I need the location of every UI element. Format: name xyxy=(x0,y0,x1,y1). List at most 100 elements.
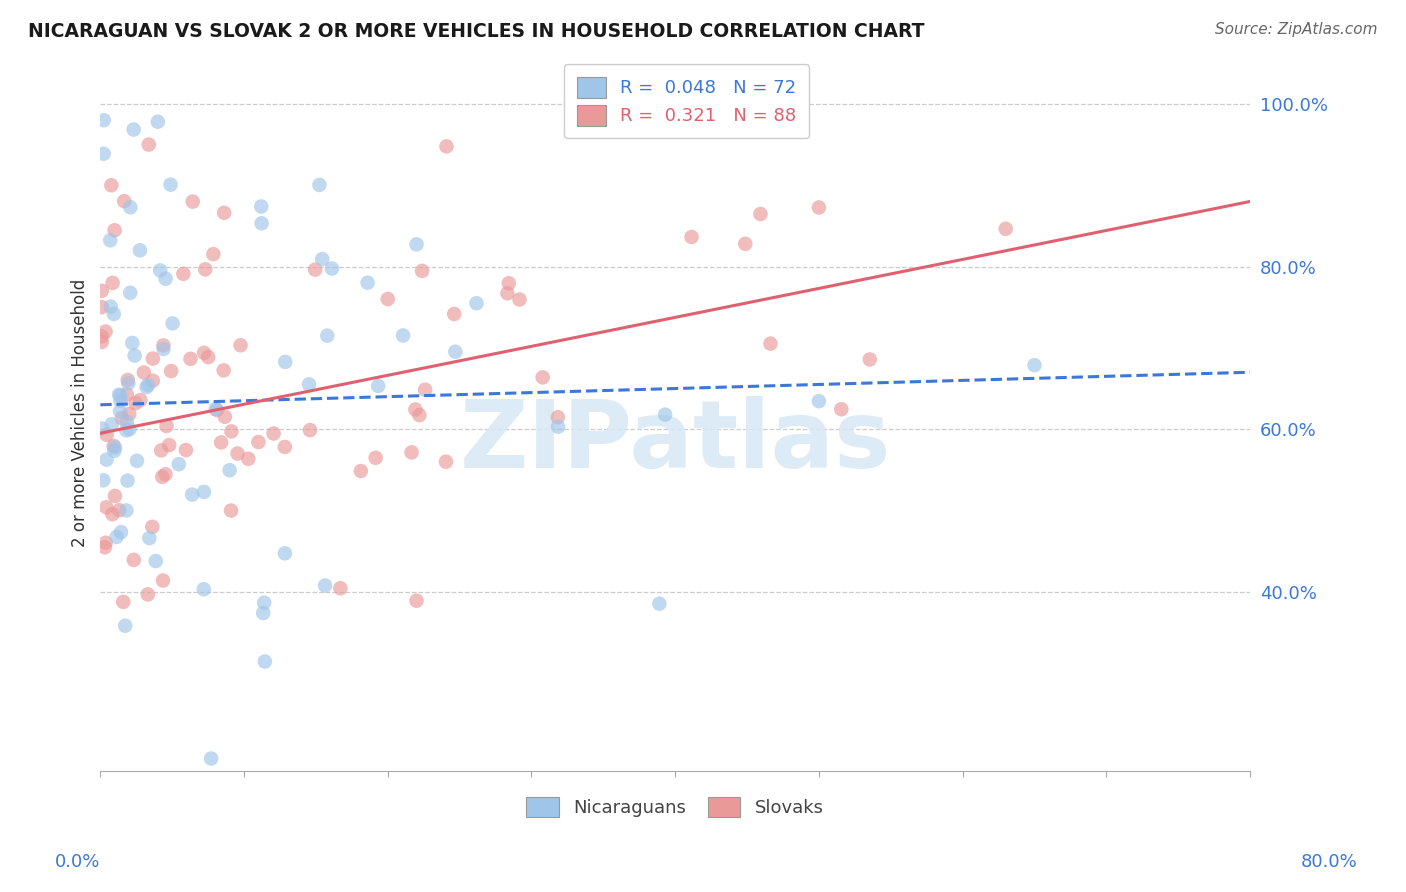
Point xyxy=(145,554,167,568)
Point xyxy=(807,201,830,215)
Point xyxy=(141,520,163,534)
Point xyxy=(250,216,273,230)
Point xyxy=(150,443,173,458)
Point xyxy=(152,574,174,588)
Point xyxy=(93,113,115,128)
Point xyxy=(142,351,165,366)
Point xyxy=(146,114,169,128)
Point xyxy=(124,349,146,363)
Point xyxy=(100,178,122,193)
Point xyxy=(263,426,285,441)
Point xyxy=(238,451,260,466)
Point xyxy=(350,464,373,478)
Point xyxy=(114,618,136,632)
Point xyxy=(994,221,1017,235)
Point xyxy=(509,293,531,307)
Point xyxy=(96,452,118,467)
Point xyxy=(405,237,427,252)
Point xyxy=(172,267,194,281)
Point xyxy=(547,419,569,434)
Point xyxy=(155,271,177,285)
Point xyxy=(149,263,172,277)
Text: Source: ZipAtlas.com: Source: ZipAtlas.com xyxy=(1215,22,1378,37)
Point xyxy=(681,230,703,244)
Point xyxy=(444,344,467,359)
Point xyxy=(1024,358,1046,372)
Point xyxy=(405,593,427,607)
Point xyxy=(138,137,160,152)
Point xyxy=(115,503,138,517)
Point xyxy=(120,200,142,214)
Point xyxy=(122,553,145,567)
Text: 80.0%: 80.0% xyxy=(1301,853,1357,871)
Point xyxy=(193,582,215,597)
Point xyxy=(98,233,121,247)
Point xyxy=(214,409,236,424)
Point xyxy=(329,581,352,595)
Point xyxy=(94,541,117,555)
Point xyxy=(124,396,146,410)
Point xyxy=(90,329,112,343)
Point xyxy=(498,277,520,291)
Point xyxy=(316,328,339,343)
Point xyxy=(117,376,139,391)
Point xyxy=(193,485,215,500)
Point xyxy=(547,410,569,425)
Point xyxy=(204,402,226,417)
Text: 0.0%: 0.0% xyxy=(55,853,100,871)
Point xyxy=(94,535,117,549)
Point xyxy=(226,446,249,460)
Point xyxy=(436,139,458,153)
Point xyxy=(167,457,190,471)
Point xyxy=(101,507,124,521)
Point xyxy=(112,595,135,609)
Point xyxy=(197,350,219,364)
Point xyxy=(181,194,204,209)
Point xyxy=(129,392,152,407)
Point xyxy=(749,207,772,221)
Point xyxy=(465,296,488,310)
Point xyxy=(364,450,387,465)
Point xyxy=(311,252,333,266)
Point xyxy=(135,380,157,394)
Point xyxy=(205,403,228,417)
Point xyxy=(356,276,378,290)
Point xyxy=(101,276,124,290)
Point xyxy=(152,342,174,356)
Point xyxy=(100,300,122,314)
Point xyxy=(90,300,112,314)
Point xyxy=(221,425,243,439)
Point xyxy=(734,236,756,251)
Point xyxy=(138,531,160,545)
Point xyxy=(136,378,159,392)
Point xyxy=(200,751,222,765)
Point xyxy=(160,364,183,378)
Point xyxy=(759,336,782,351)
Point xyxy=(90,284,112,298)
Point xyxy=(118,422,141,436)
Point xyxy=(103,443,125,458)
Point xyxy=(253,596,276,610)
Point xyxy=(120,285,142,300)
Point xyxy=(321,261,343,276)
Point xyxy=(648,597,671,611)
Point xyxy=(807,394,830,409)
Point xyxy=(202,247,225,261)
Point xyxy=(108,387,131,401)
Point xyxy=(90,334,112,349)
Point xyxy=(367,379,389,393)
Point xyxy=(159,178,181,192)
Point xyxy=(413,383,436,397)
Point xyxy=(103,307,125,321)
Point xyxy=(110,389,132,403)
Point xyxy=(218,463,240,477)
Point xyxy=(90,421,112,435)
Point xyxy=(94,325,117,339)
Point xyxy=(155,419,177,434)
Point xyxy=(212,206,235,220)
Point xyxy=(180,351,202,366)
Point xyxy=(174,443,197,458)
Point xyxy=(96,500,118,515)
Point xyxy=(103,439,125,453)
Point xyxy=(162,317,184,331)
